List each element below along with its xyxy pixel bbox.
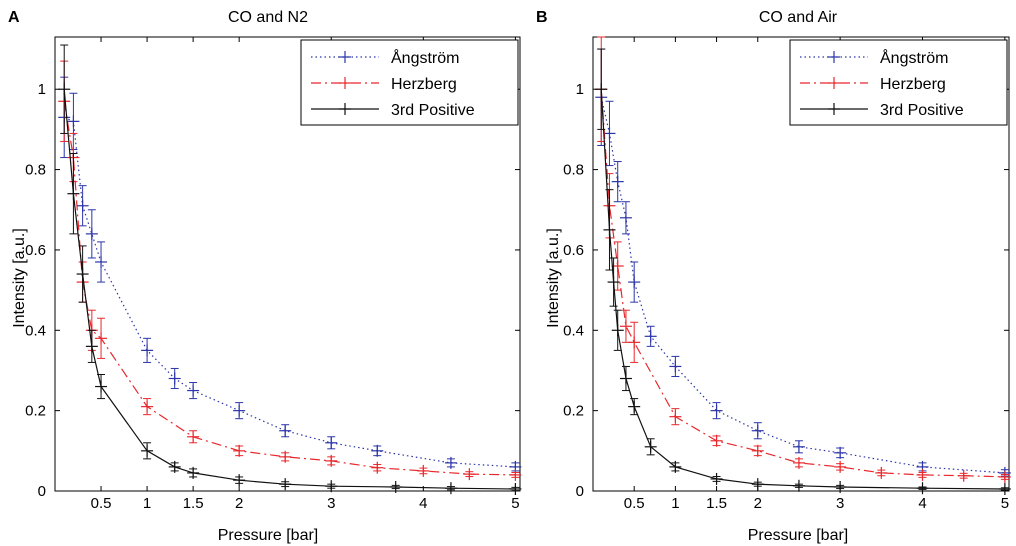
series-line xyxy=(63,101,516,476)
legend: Ångström Herzberg 3rd Positive xyxy=(789,39,1008,126)
legend-label: Ångström xyxy=(880,48,948,67)
legend-label: Herzberg xyxy=(880,76,946,93)
series-line xyxy=(600,89,1005,478)
x-tick-label: 1 xyxy=(671,495,679,512)
y-tick-label: 0.4 xyxy=(25,322,46,339)
y-tick-label: 0.2 xyxy=(563,403,584,420)
y-tick-label: 0 xyxy=(38,483,46,500)
y-tick-label: 1 xyxy=(576,81,584,98)
panel-a: A CO and N2 Pressure [bar] Intensity [a.… xyxy=(8,9,522,544)
y-tick-label: 0.2 xyxy=(25,403,46,420)
y-tick-label: 0.4 xyxy=(563,322,584,339)
chart-title: CO and Air xyxy=(759,9,838,26)
legend: Ångström Herzberg 3rd Positive xyxy=(300,39,519,126)
x-axis-label: Pressure [bar] xyxy=(748,527,848,544)
x-tick-label: 0.5 xyxy=(624,495,645,512)
legend-label: Herzberg xyxy=(391,76,457,93)
y-tick-label: 1 xyxy=(38,81,46,98)
plot-frame xyxy=(54,36,521,492)
legend-label: Ångström xyxy=(391,48,459,67)
x-axis-label: Pressure [bar] xyxy=(218,527,318,544)
legend-label: 3rd Positive xyxy=(391,102,475,119)
x-tick-label: 4 xyxy=(918,495,926,512)
x-tick-label: 1.5 xyxy=(183,495,204,512)
legend-label: 3rd Positive xyxy=(880,102,964,119)
panel-label: B xyxy=(536,9,548,26)
y-tick-label: 0.6 xyxy=(25,242,46,259)
x-tick-label: 3 xyxy=(836,495,844,512)
x-tick-label: 5 xyxy=(511,495,519,512)
y-axis-label: Intensity [a.u.] xyxy=(545,228,562,328)
x-tick-label: 0.5 xyxy=(91,495,112,512)
y-tick-label: 0.6 xyxy=(563,242,584,259)
x-tick-label: 2 xyxy=(754,495,762,512)
series-line xyxy=(600,97,1005,474)
x-tick-label: 4 xyxy=(419,495,427,512)
series-line xyxy=(63,116,516,468)
panel-label: A xyxy=(8,9,20,26)
y-tick-label: 0.8 xyxy=(563,162,584,179)
plot-frame xyxy=(592,36,1010,492)
y-tick-label: 0.8 xyxy=(25,162,46,179)
series-line xyxy=(63,89,516,490)
y-tick-label: 0 xyxy=(576,483,584,500)
x-tick-label: 1 xyxy=(143,495,151,512)
x-tick-label: 2 xyxy=(235,495,243,512)
y-axis-label: Intensity [a.u.] xyxy=(11,228,28,328)
series-line xyxy=(600,89,1005,490)
x-tick-label: 1.5 xyxy=(706,495,727,512)
panel-b: B CO and Air Pressure [bar] Intensity [a… xyxy=(536,9,1011,544)
chart-title: CO and N2 xyxy=(228,9,308,26)
x-tick-label: 3 xyxy=(327,495,335,512)
x-tick-label: 5 xyxy=(1001,495,1009,512)
